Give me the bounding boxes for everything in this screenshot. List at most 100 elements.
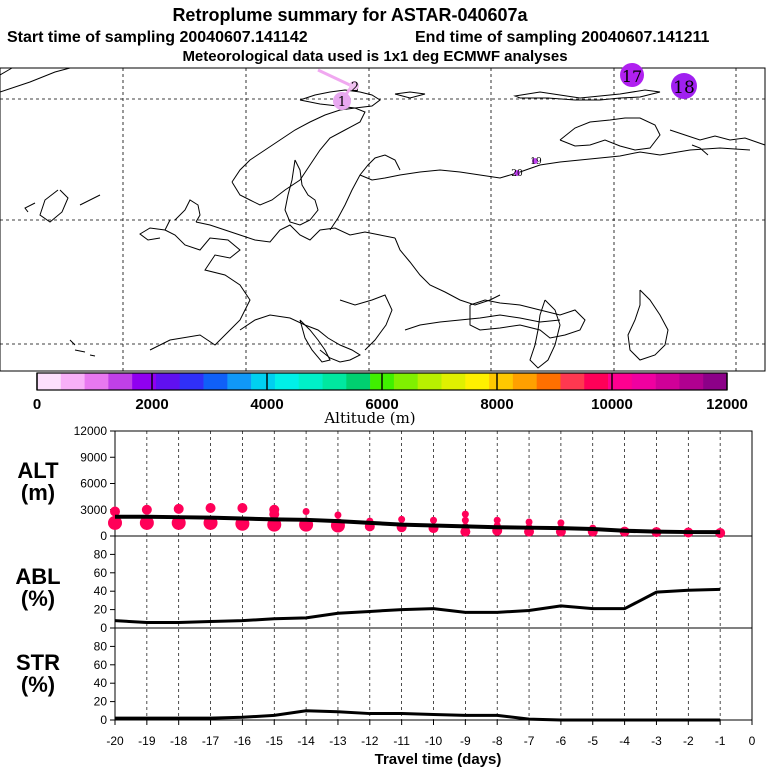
cluster-point (302, 508, 310, 515)
colorbar-cell (608, 373, 633, 390)
series-line (114, 587, 721, 624)
colorbar-cell (227, 373, 252, 390)
x-tick-label: -6 (556, 734, 567, 748)
cluster-point (139, 515, 154, 530)
cluster-point (461, 516, 469, 524)
plume-label-20: 20 (511, 169, 523, 179)
x-tick-label: -12 (361, 734, 379, 748)
plume-point-2 (349, 81, 359, 91)
plume-link (317, 68, 353, 88)
plume-label-1: 1 (338, 95, 346, 110)
y-tick-label: 0 (100, 713, 107, 727)
start-time-label: Start time of sampling 20040607.141142 (7, 29, 308, 46)
end-time-label: End time of sampling 20040607.141211 (415, 29, 709, 46)
x-axis-label: Travel time (days) (375, 751, 502, 768)
x-tick-label: -1 (715, 734, 726, 748)
x-tick-label: -10 (425, 734, 443, 748)
str-unit: (%) (21, 672, 55, 697)
cluster-point (461, 510, 469, 518)
colorbar-cell (703, 373, 728, 390)
plume-point-18 (671, 73, 697, 99)
colorbar-title: Altitude (m) (323, 409, 415, 427)
y-tick-label: 0 (100, 529, 107, 543)
x-tick-label: -16 (234, 734, 252, 748)
alt-unit: (m) (21, 480, 55, 505)
cluster-point (141, 504, 152, 515)
colorbar-cell (393, 373, 418, 390)
cluster-point (398, 515, 406, 523)
colorbar-tick-label: 6000 (365, 396, 398, 413)
cluster-point (460, 526, 471, 537)
y-tick-label: 9000 (80, 450, 107, 464)
x-tick-label: -8 (492, 734, 503, 748)
y-tick-label: 20 (94, 603, 108, 617)
x-tick-label: -3 (651, 734, 662, 748)
colorbar-cell (489, 373, 514, 390)
alt-label: ALT (17, 458, 59, 483)
figure-title: Retroplume summary for ASTAR-040607a (172, 5, 528, 25)
map-grid (0, 68, 765, 371)
x-tick-label: -4 (619, 734, 630, 748)
abl-unit: (%) (21, 586, 55, 611)
colorbar-cell (584, 373, 609, 390)
colorbar-tick-label: 4000 (250, 396, 283, 413)
colorbar-cell (108, 373, 133, 390)
colorbar-cell (465, 373, 490, 390)
colorbar-cell (155, 373, 181, 390)
x-tick-label: -2 (683, 734, 694, 748)
plume-point-19 (532, 158, 538, 164)
colorbar-cell (679, 373, 704, 390)
y-tick-label: 0 (100, 621, 107, 635)
colorbar-cell (274, 373, 300, 390)
colorbar-cell (203, 373, 228, 390)
colorbar-cell (37, 373, 62, 390)
y-tick-label: 40 (94, 584, 108, 598)
colorbar-cell (251, 373, 276, 390)
plume-point-20 (514, 170, 520, 176)
x-tick-label: -9 (460, 734, 471, 748)
y-tick-label: 60 (94, 658, 108, 672)
colorbar-tick-label: 10000 (591, 396, 633, 413)
colorbar-cell (132, 373, 157, 390)
colorbar-tick-label: 0 (33, 396, 41, 413)
cluster-point (173, 503, 184, 514)
colorbar-cell (84, 373, 109, 390)
met-data-label: Meteorological data used is 1x1 deg ECMW… (182, 48, 567, 65)
cluster-point (334, 511, 342, 519)
altitude-colorbar: 0 2000 4000 6000 8000 10000 12000 Altitude (m) (33, 372, 748, 427)
x-tick-label: -15 (266, 734, 284, 748)
colorbar-cell (631, 373, 656, 390)
plume-label-17: 17 (622, 67, 642, 86)
colorbar-cell (417, 373, 442, 390)
colorbar-tick-label: 8000 (480, 396, 513, 413)
str-label: STR (16, 650, 60, 675)
colorbar-cell (512, 373, 537, 390)
colorbar-cell (346, 373, 371, 390)
x-tick-label: -7 (524, 734, 535, 748)
series-line (115, 514, 721, 535)
y-tick-label: 60 (94, 566, 108, 580)
x-tick-label: -18 (170, 734, 188, 748)
y-tick-label: 3000 (80, 503, 107, 517)
colorbar-cell (441, 373, 466, 390)
colorbar-tick-label: 12000 (706, 396, 748, 413)
abl-label: ABL (15, 564, 60, 589)
cluster-point (110, 506, 120, 517)
cluster-point (493, 516, 501, 524)
colorbar-cell (655, 373, 680, 390)
x-tick-label: -14 (297, 734, 315, 748)
y-tick-label: 12000 (74, 424, 108, 438)
colorbar-cell (322, 373, 347, 390)
y-tick-label: 80 (94, 639, 108, 653)
europe-map: 1 2 17 18 19 20 (0, 63, 766, 372)
x-tick-label: -19 (138, 734, 156, 748)
colorbar-tick-label: 2000 (135, 396, 168, 413)
x-tick-label: -11 (393, 734, 410, 748)
cluster-point (269, 504, 280, 515)
colorbar-cell (536, 373, 561, 390)
series-line (115, 709, 721, 722)
x-tick-label: 0 (749, 734, 756, 748)
x-tick-label: -5 (587, 734, 598, 748)
plume-label-19: 19 (530, 157, 542, 167)
